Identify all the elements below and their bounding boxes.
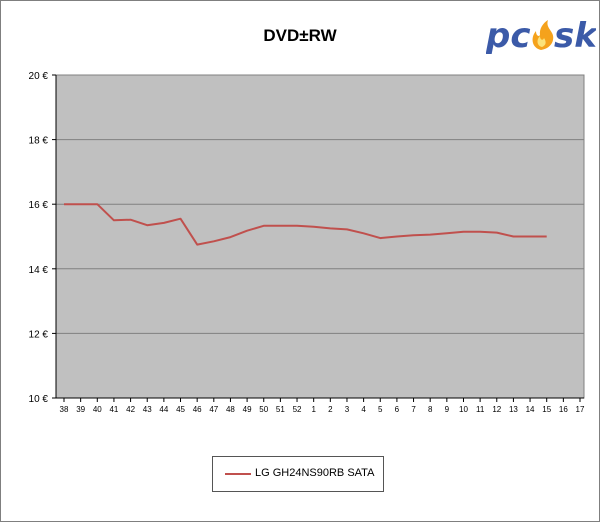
- x-axis: 38 39 40 41 42 43 44 45 46 47 48 49 50 51 52 1 2 3 4 5 6 7 8 9 1…: [60, 398, 585, 414]
- x-tick-label: 4: [361, 405, 366, 414]
- x-tick-label: 15: [542, 405, 551, 414]
- x-tick-label: 2: [328, 405, 333, 414]
- pcsk-logo: pc sk: [485, 14, 599, 56]
- logo-text-sk: sk: [554, 16, 596, 56]
- chart-title: DVD±RW: [263, 26, 337, 45]
- x-tick-label: 13: [509, 405, 518, 414]
- x-tick-label: 41: [109, 405, 118, 414]
- legend-swatch: [225, 473, 251, 475]
- x-tick-label: 8: [428, 405, 433, 414]
- x-tick-label: 46: [193, 405, 202, 414]
- x-tick-label: 38: [60, 405, 69, 414]
- logo-text-p: pc: [486, 16, 531, 56]
- flame-core-icon: [537, 36, 546, 47]
- x-tick-label: 45: [176, 405, 185, 414]
- x-tick-label: 51: [276, 405, 285, 414]
- series-group: [64, 203, 547, 246]
- legend-label: LG GH24NS90RB SATA: [255, 467, 375, 479]
- x-tick-label: 50: [259, 405, 268, 414]
- x-tick-label: 14: [526, 405, 535, 414]
- y-tick-label: 20 €: [29, 71, 49, 82]
- x-tick-label: 49: [243, 405, 252, 414]
- x-tick-label: 10: [459, 405, 468, 414]
- x-tick-label: 12: [492, 405, 501, 414]
- plot-area: [55, 74, 585, 399]
- x-tick-label: 39: [76, 405, 85, 414]
- x-tick-label: 43: [143, 405, 152, 414]
- x-tick-label: 9: [445, 405, 450, 414]
- x-tick-label: 40: [93, 405, 102, 414]
- y-tick-label: 12 €: [29, 329, 49, 340]
- y-axis: 10 € 12 € 14 € 16 € 18 € 20 €: [29, 71, 584, 405]
- y-tick-label: 16 €: [29, 200, 49, 211]
- x-tick-label: 7: [411, 405, 416, 414]
- y-tick-label: 18 €: [29, 136, 49, 147]
- x-tick-label: 11: [476, 405, 485, 414]
- x-tick-label: 3: [345, 405, 350, 414]
- x-tick-label: 47: [209, 405, 218, 414]
- x-tick-label: 44: [159, 405, 168, 414]
- y-tick-label: 14 €: [29, 265, 49, 276]
- x-tick-label: 42: [126, 405, 135, 414]
- x-tick-label: 16: [559, 405, 568, 414]
- x-tick-label: 52: [293, 405, 302, 414]
- x-tick-label: 1: [311, 405, 316, 414]
- legend: LG GH24NS90RB SATA: [212, 456, 384, 492]
- x-tick-label: 17: [576, 405, 585, 414]
- y-tick-label: 10 €: [29, 394, 49, 405]
- series-line: [64, 203, 547, 246]
- x-tick-label: 5: [378, 405, 383, 414]
- x-tick-label: 48: [226, 405, 235, 414]
- x-tick-label: 6: [395, 405, 400, 414]
